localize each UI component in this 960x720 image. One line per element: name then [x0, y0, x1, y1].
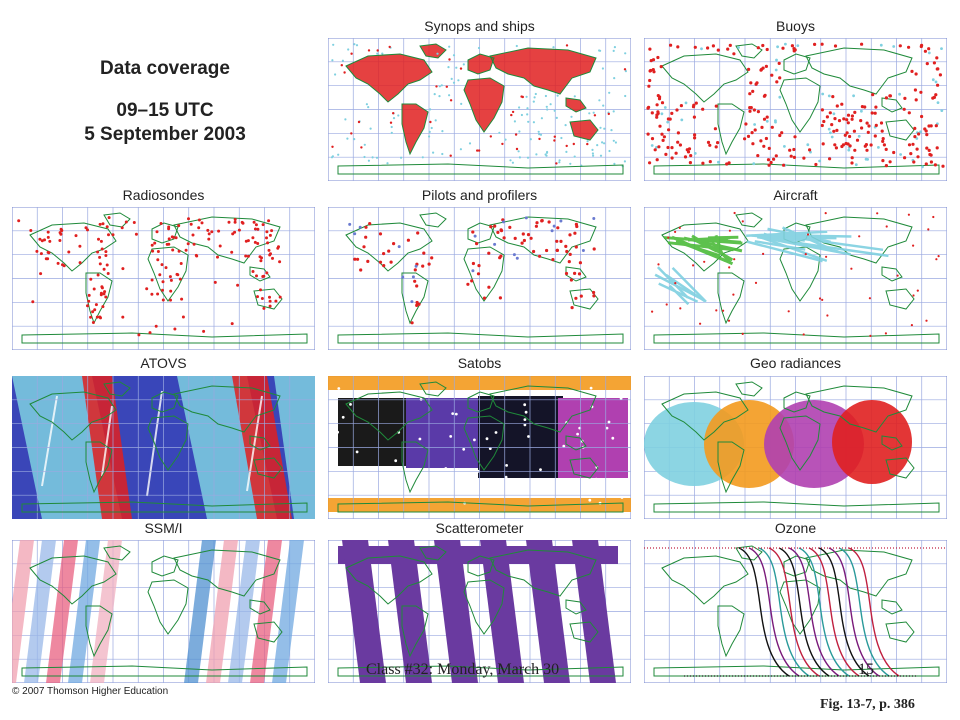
time-range: 09–15 UTC — [116, 100, 214, 121]
map-graphic — [12, 376, 315, 519]
map-scatter — [328, 540, 631, 683]
panel-title-ssmi: SSM/I — [144, 520, 183, 536]
map-graphic — [328, 207, 631, 350]
map-aircraft — [644, 207, 947, 350]
panel-title-aircraft: Aircraft — [773, 187, 818, 203]
copyright-notice: © 2007 Thomson Higher Education — [12, 686, 169, 697]
map-atovs — [12, 376, 315, 519]
map-pilots — [328, 207, 631, 350]
panel-title-buoys: Buoys — [776, 18, 815, 34]
page-number: 15 — [858, 661, 874, 678]
panel-title-synops: Synops and ships — [424, 18, 535, 34]
map-radiosondes — [12, 207, 315, 350]
map-graphic — [328, 38, 631, 181]
class-label: Class #32: Monday, March 30 — [366, 661, 560, 678]
map-graphic — [12, 207, 315, 350]
map-graphic — [644, 376, 947, 519]
panel-title-pilots: Pilots and profilers — [421, 187, 538, 203]
map-graphic — [328, 376, 631, 519]
map-graphic — [644, 540, 947, 683]
map-buoys — [644, 38, 947, 181]
map-satobs — [328, 376, 631, 519]
map-graphic — [12, 540, 315, 683]
panel-title-satobs: Satobs — [457, 355, 502, 371]
map-graphic — [328, 540, 631, 683]
map-synops — [328, 38, 631, 181]
panel-title-geo: Geo radiances — [749, 355, 842, 371]
date-label: 5 September 2003 — [84, 124, 246, 145]
map-graphic — [644, 38, 947, 181]
figure-reference: Fig. 13-7, p. 386 — [820, 697, 915, 712]
map-graphic — [644, 207, 947, 350]
page-title: Data coverage — [100, 58, 230, 79]
panel-title-scatter: Scatterometer — [435, 520, 524, 536]
panel-title-ozone: Ozone — [774, 520, 817, 536]
map-geo — [644, 376, 947, 519]
panel-title-atovs: ATOVS — [140, 355, 187, 371]
map-ozone — [644, 540, 947, 683]
panel-title-radiosondes: Radiosondes — [122, 187, 205, 203]
map-ssmi — [12, 540, 315, 683]
